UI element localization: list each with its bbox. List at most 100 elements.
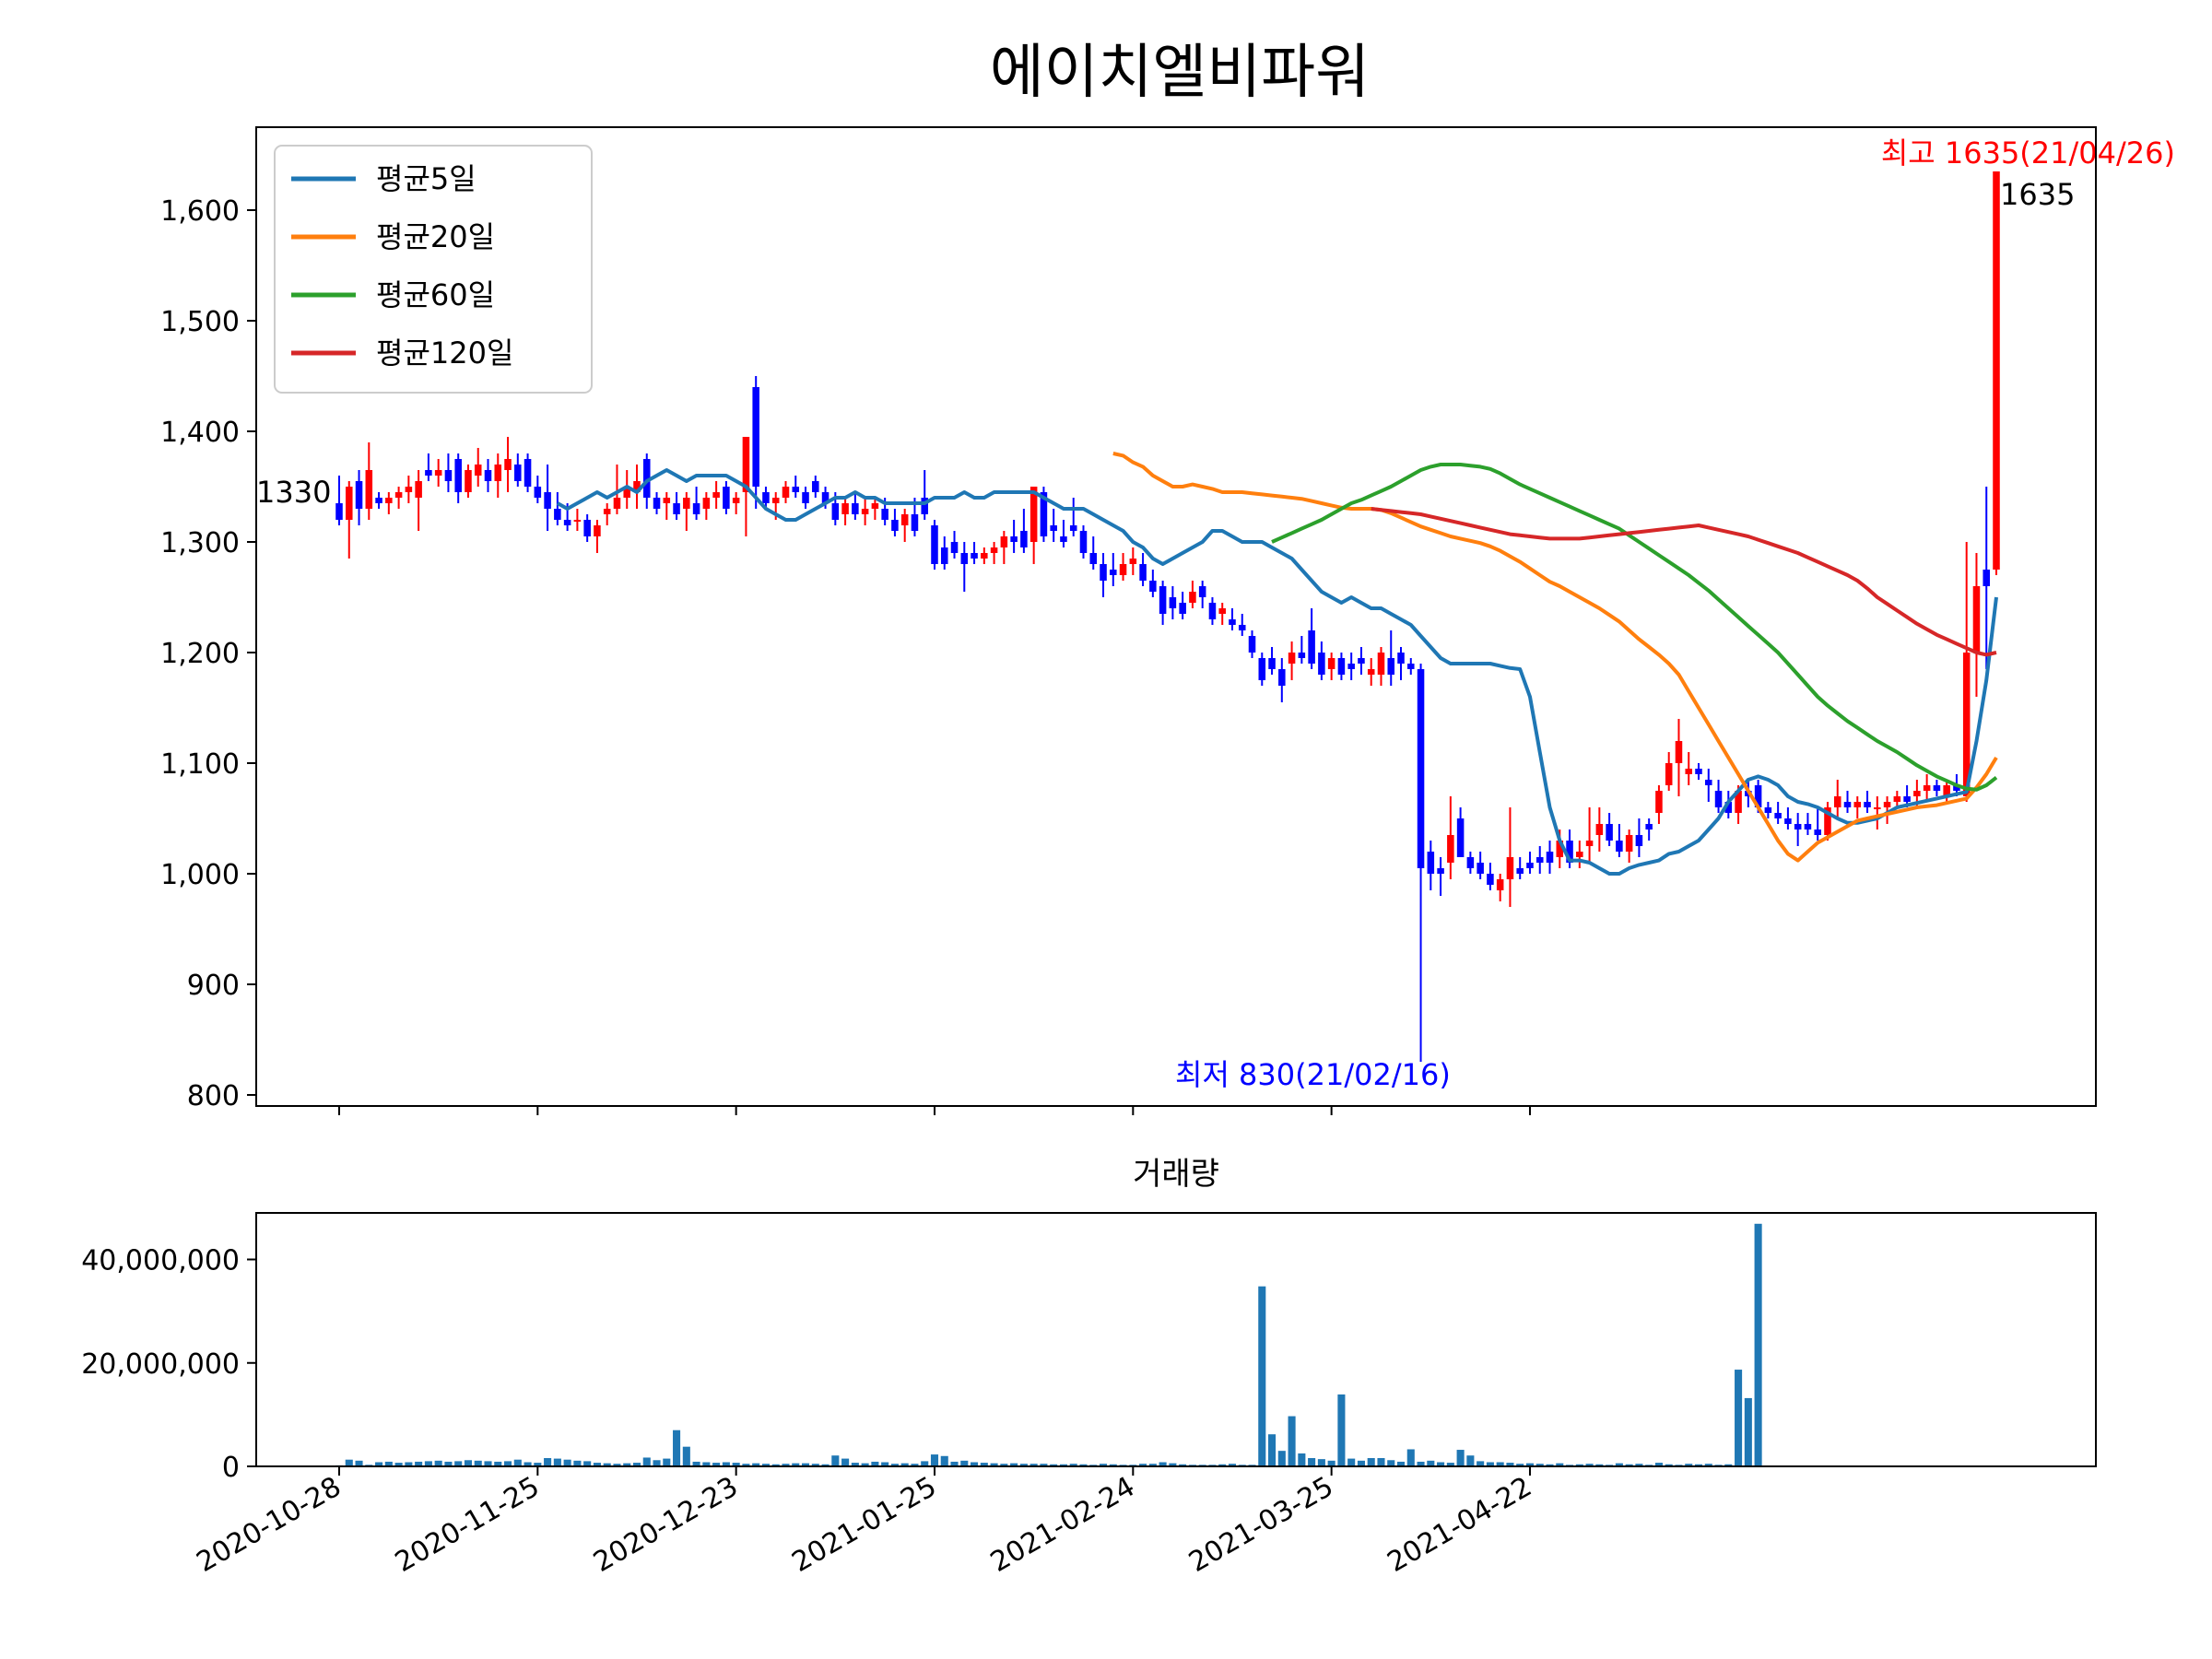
volume-bar — [503, 1461, 512, 1466]
volume-bar — [1506, 1463, 1514, 1466]
candle-body — [723, 487, 730, 509]
candle-body — [375, 498, 382, 503]
candle — [1229, 608, 1236, 630]
candle-body — [1447, 835, 1454, 863]
candle — [1288, 641, 1296, 680]
price-y-tick-label: 1,100 — [160, 748, 240, 781]
volume-bar — [990, 1463, 998, 1466]
candle-body — [484, 470, 492, 481]
candle — [1069, 498, 1077, 536]
candle-body — [1347, 664, 1355, 669]
candle — [1824, 802, 1831, 841]
candle — [1050, 509, 1057, 542]
candle-body — [1477, 863, 1484, 874]
volume-bar — [415, 1461, 423, 1466]
candle — [1189, 581, 1196, 608]
candle-body — [712, 492, 720, 498]
candle-body — [1546, 852, 1554, 863]
candle-body — [891, 520, 899, 531]
candle-body — [534, 487, 542, 498]
candle-body — [1695, 769, 1702, 774]
volume-bar — [1685, 1464, 1693, 1466]
candle — [871, 498, 879, 520]
candle — [1585, 807, 1594, 863]
candle-body — [642, 459, 651, 498]
candle — [1962, 542, 1971, 802]
volume-bar — [1546, 1464, 1554, 1466]
candle-body — [365, 470, 373, 509]
candle-body — [702, 498, 711, 509]
candle-body — [1754, 785, 1762, 807]
candle-body — [1198, 586, 1206, 597]
candle — [1893, 791, 1901, 807]
candle — [1318, 641, 1325, 680]
candle-body — [981, 553, 988, 559]
candle — [1784, 807, 1792, 830]
candle-body — [1496, 879, 1504, 890]
candle-body — [1853, 802, 1862, 807]
candle — [1843, 791, 1852, 813]
volume-bar — [1556, 1463, 1564, 1466]
candle-body — [563, 520, 571, 525]
volume-bar — [890, 1464, 899, 1466]
last-close-label: 1635 — [2000, 177, 2075, 212]
volume-bar — [1735, 1370, 1743, 1466]
volume-bar — [1724, 1464, 1733, 1466]
candle — [1327, 653, 1335, 680]
candle-body — [1556, 841, 1564, 857]
candle-body — [1218, 608, 1226, 614]
volume-bar — [782, 1464, 790, 1466]
volume-bar — [1069, 1464, 1077, 1466]
candle — [802, 487, 809, 509]
volume-bar — [851, 1463, 859, 1466]
candle — [692, 487, 700, 520]
candle-body — [1437, 868, 1444, 874]
candle — [1110, 553, 1117, 586]
candle — [742, 437, 750, 536]
candle — [1833, 780, 1841, 818]
candle — [782, 481, 790, 503]
candle — [1685, 752, 1693, 785]
volume-bar — [1446, 1463, 1454, 1466]
candle-body — [1069, 525, 1077, 531]
candle-body — [1129, 559, 1137, 564]
candle-body — [1616, 841, 1623, 852]
candle-body — [1506, 857, 1514, 879]
volume-bar — [1050, 1464, 1058, 1466]
volume-bar — [1000, 1464, 1008, 1466]
candle-body — [1358, 658, 1365, 664]
volume-bar — [921, 1461, 929, 1466]
candle-body — [1576, 852, 1583, 857]
candle — [504, 437, 512, 492]
candle-body — [1962, 653, 1971, 796]
volume-y-tick-label: 20,000,000 — [81, 1348, 240, 1381]
candle — [355, 470, 363, 525]
volume-bar — [682, 1446, 690, 1466]
volume-x-tick-label: 2021-02-24 — [985, 1471, 1140, 1579]
volume-bar — [1377, 1458, 1385, 1466]
candle-body — [1923, 785, 1931, 791]
candle-body — [1735, 791, 1742, 813]
candle — [474, 448, 482, 487]
candle — [1625, 830, 1633, 863]
candle — [494, 453, 502, 498]
candle — [1417, 664, 1425, 1062]
candle-body — [990, 547, 998, 553]
volume-x-axis: 2020-10-28 2020-11-25 2020-12-23 2021-01-25… — [192, 1466, 1537, 1579]
candle-body — [514, 465, 522, 481]
candle-body — [1913, 791, 1921, 796]
candle — [712, 481, 720, 509]
volume-bar — [375, 1462, 383, 1466]
candle — [1983, 487, 1991, 669]
candle-body — [861, 509, 869, 514]
candle — [1407, 658, 1415, 675]
candle — [583, 514, 591, 542]
candle-body — [1705, 780, 1712, 785]
candle-body — [573, 520, 582, 522]
candle — [1139, 553, 1147, 586]
candle-body — [1327, 658, 1335, 669]
candle-body — [1060, 536, 1067, 542]
candle-body — [742, 437, 750, 492]
